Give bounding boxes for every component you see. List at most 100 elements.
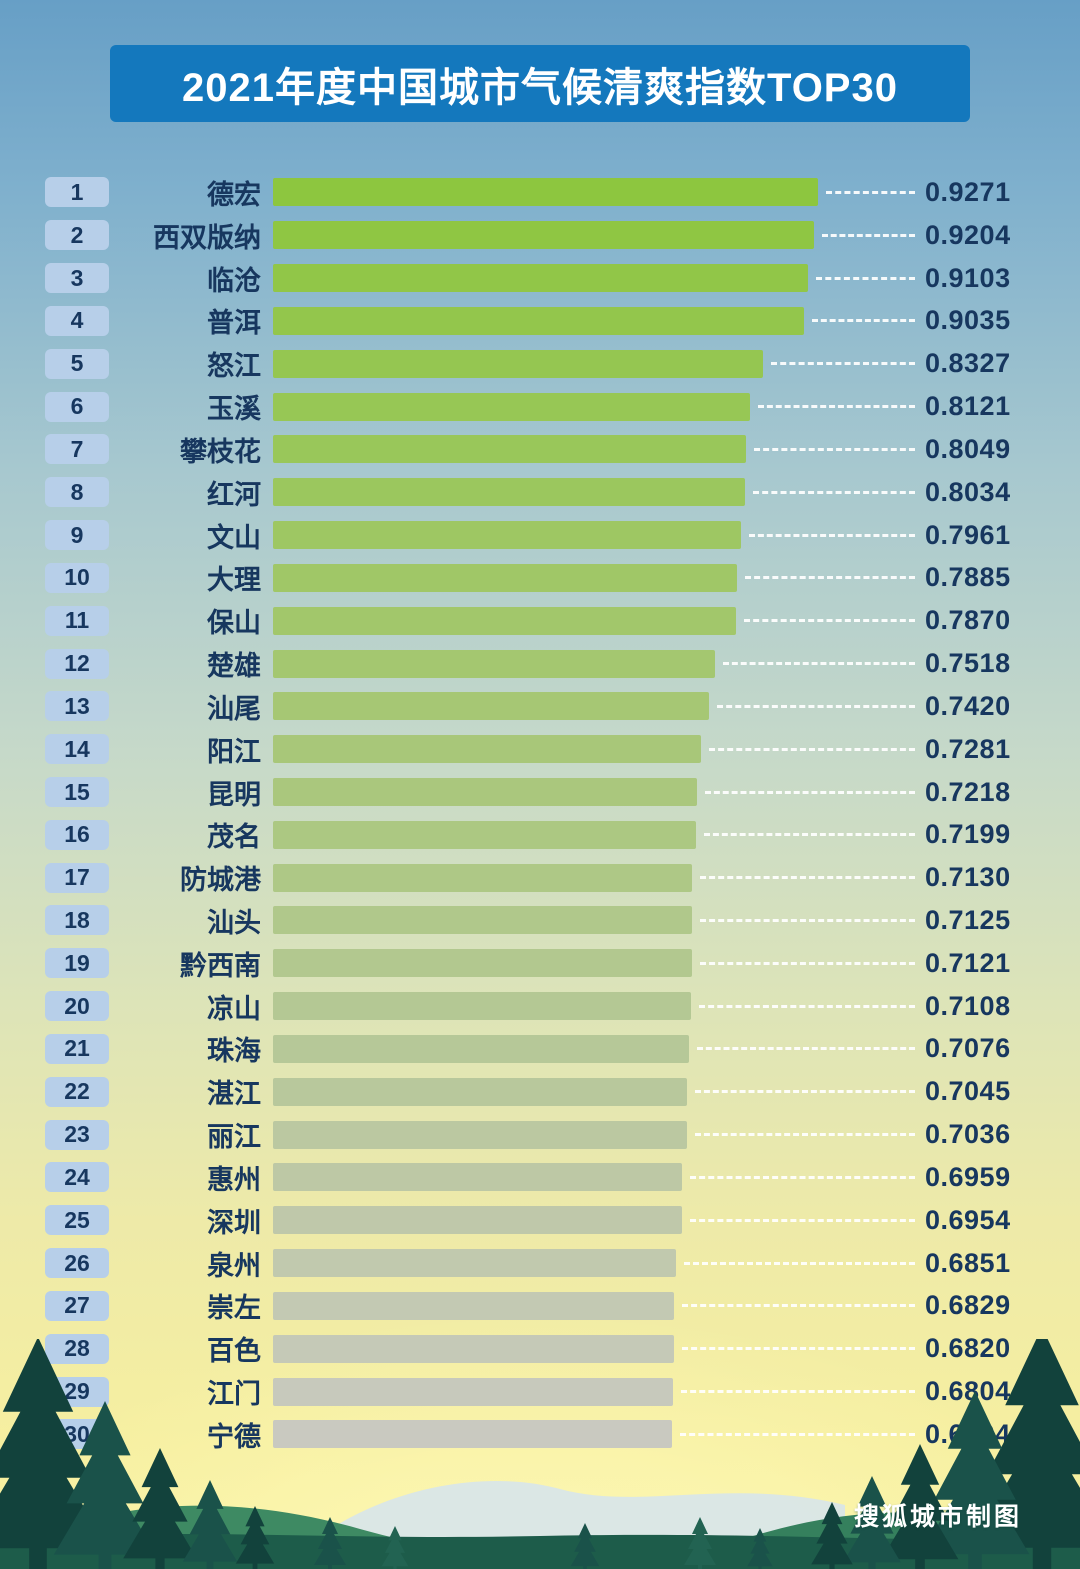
leader-line xyxy=(812,319,915,323)
leader-line xyxy=(754,447,915,451)
leader-line xyxy=(816,276,915,280)
bar-track xyxy=(273,949,925,978)
bar-track xyxy=(273,1420,925,1449)
chart-row: 25 深圳 0.6954 xyxy=(0,1199,1080,1242)
rank-badge: 14 xyxy=(45,734,109,765)
bar-track xyxy=(273,906,925,935)
leader-line xyxy=(717,704,915,708)
city-label: 宁德 xyxy=(207,1421,261,1452)
chart-row: 6 玉溪 0.8121 xyxy=(0,385,1080,428)
bar-track xyxy=(273,563,925,592)
value-label: 0.7281 xyxy=(925,733,1011,764)
leader-line xyxy=(704,833,915,837)
chart-row: 15 昆明 0.7218 xyxy=(0,771,1080,814)
value-bar xyxy=(273,521,741,550)
bar-track xyxy=(273,1034,925,1063)
value-bar xyxy=(273,1077,687,1106)
city-label: 红河 xyxy=(207,479,261,510)
bar-track xyxy=(273,178,925,207)
value-label: 0.7130 xyxy=(925,862,1011,893)
leader-line xyxy=(700,876,915,880)
leader-line xyxy=(745,576,915,580)
chart-row: 5 怒江 0.8327 xyxy=(0,342,1080,385)
rank-badge: 3 xyxy=(45,263,109,294)
rank-badge: 21 xyxy=(45,1033,109,1064)
chart-row: 11 保山 0.7870 xyxy=(0,599,1080,642)
rank-badge: 5 xyxy=(45,348,109,379)
foreground-band xyxy=(0,1533,1080,1569)
chart-row: 28 百色 0.6820 xyxy=(0,1327,1080,1370)
chart-row: 8 红河 0.8034 xyxy=(0,471,1080,514)
chart-row: 23 丽江 0.7036 xyxy=(0,1113,1080,1156)
value-label: 0.7108 xyxy=(925,990,1011,1021)
leader-line xyxy=(690,1175,915,1179)
bar-track xyxy=(273,1077,925,1106)
leader-line xyxy=(682,1347,915,1351)
chart-row: 4 普洱 0.9035 xyxy=(0,299,1080,342)
rank-badge: 27 xyxy=(45,1290,109,1321)
bar-track xyxy=(273,221,925,250)
bar-track xyxy=(273,735,925,764)
leader-line xyxy=(749,533,915,537)
rank-badge: 1 xyxy=(45,177,109,208)
rank-badge: 8 xyxy=(45,477,109,508)
value-bar xyxy=(273,1249,676,1278)
bar-track xyxy=(273,1334,925,1363)
value-label: 0.7045 xyxy=(925,1076,1011,1107)
city-label: 玉溪 xyxy=(207,394,261,425)
value-label: 0.8034 xyxy=(925,476,1011,507)
bar-track xyxy=(273,1291,925,1320)
bar-track xyxy=(273,1249,925,1278)
leader-line xyxy=(690,1218,915,1222)
city-label: 防城港 xyxy=(180,865,261,896)
value-label: 0.6851 xyxy=(925,1247,1011,1278)
leader-line xyxy=(697,1047,915,1051)
chart-row: 10 大理 0.7885 xyxy=(0,556,1080,599)
chart-row: 7 攀枝花 0.8049 xyxy=(0,428,1080,471)
rank-badge: 22 xyxy=(45,1076,109,1107)
city-label: 珠海 xyxy=(207,1036,261,1067)
leader-line xyxy=(822,233,915,237)
city-label: 楚雄 xyxy=(207,651,261,682)
value-label: 0.8049 xyxy=(925,433,1011,464)
hill-left xyxy=(0,1505,600,1569)
chart-row: 30 宁德 0.6794 xyxy=(0,1413,1080,1456)
value-bar xyxy=(273,1377,673,1406)
leader-line xyxy=(744,619,915,623)
value-label: 0.7218 xyxy=(925,776,1011,807)
value-label: 0.7121 xyxy=(925,947,1011,978)
leader-line xyxy=(682,1304,915,1308)
rank-badge: 26 xyxy=(45,1248,109,1279)
city-label: 深圳 xyxy=(207,1207,261,1238)
back-wave xyxy=(280,1480,845,1569)
leader-line xyxy=(723,662,915,666)
value-label: 0.7420 xyxy=(925,690,1011,721)
rank-badge: 29 xyxy=(45,1376,109,1407)
leader-line xyxy=(771,362,915,366)
value-bar xyxy=(273,906,692,935)
bar-track xyxy=(273,820,925,849)
rank-badge: 12 xyxy=(45,648,109,679)
value-label: 0.6954 xyxy=(925,1204,1011,1235)
city-label: 茂名 xyxy=(207,822,261,853)
chart-row: 27 崇左 0.6829 xyxy=(0,1285,1080,1328)
rank-badge: 30 xyxy=(45,1419,109,1450)
value-bar xyxy=(273,306,804,335)
bar-track xyxy=(273,306,925,335)
credit-label: 搜狐城市制图 xyxy=(853,1503,1022,1531)
city-label: 西双版纳 xyxy=(153,222,261,253)
city-label: 汕头 xyxy=(207,907,261,938)
value-label: 0.8121 xyxy=(925,391,1011,422)
bar-track xyxy=(273,649,925,678)
value-label: 0.7076 xyxy=(925,1033,1011,1064)
city-label: 昆明 xyxy=(207,779,261,810)
chart-row: 20 凉山 0.7108 xyxy=(0,985,1080,1028)
bar-track xyxy=(273,1120,925,1149)
leader-line xyxy=(695,1133,915,1137)
value-bar xyxy=(273,392,750,421)
rank-badge: 28 xyxy=(45,1333,109,1364)
value-label: 0.6829 xyxy=(925,1290,1011,1321)
rank-badge: 2 xyxy=(45,220,109,251)
value-label: 0.8327 xyxy=(925,348,1011,379)
value-bar xyxy=(273,1034,689,1063)
